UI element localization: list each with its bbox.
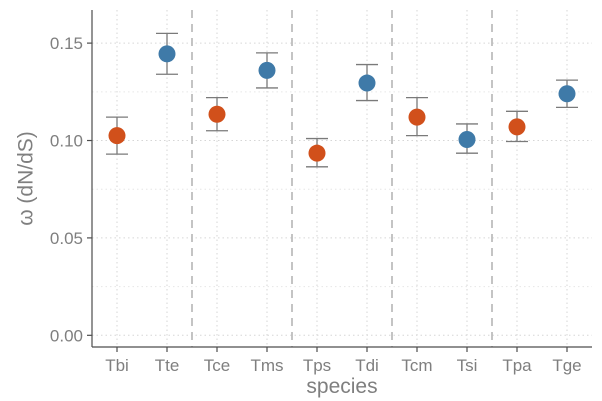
data-point-Tce bbox=[208, 105, 226, 123]
data-point-Tsi bbox=[458, 131, 476, 149]
data-point-Tpa bbox=[508, 118, 526, 136]
data-point-Tdi bbox=[358, 74, 376, 92]
data-points bbox=[108, 45, 576, 162]
x-tick-label-Tps: Tps bbox=[303, 356, 331, 375]
axes bbox=[87, 10, 592, 352]
y-axis-title: ω (dN/dS) bbox=[15, 131, 38, 226]
y-tick-label: 0.05 bbox=[50, 229, 83, 248]
error-bars bbox=[106, 32, 578, 168]
data-point-Tcm bbox=[408, 108, 426, 126]
x-tick-label-Tte: Tte bbox=[155, 356, 180, 375]
data-point-Tps bbox=[308, 144, 326, 162]
x-tick-label-Tpa: Tpa bbox=[502, 356, 532, 375]
data-point-Tge bbox=[558, 85, 576, 103]
data-point-Tte bbox=[158, 45, 176, 63]
y-tick-label: 0.10 bbox=[50, 132, 83, 151]
x-tick-label-Tbi: Tbi bbox=[105, 356, 129, 375]
x-tick-label-Tdi: Tdi bbox=[355, 356, 379, 375]
y-tick-label: 0.00 bbox=[50, 326, 83, 345]
x-tick-label-Tcm: Tcm bbox=[401, 356, 432, 375]
x-axis-title: species bbox=[306, 375, 377, 398]
data-point-Tms bbox=[258, 61, 276, 79]
x-tick-label-Tsi: Tsi bbox=[457, 356, 478, 375]
y-tick-labels: 0.00 0.05 0.10 0.15 bbox=[50, 34, 83, 345]
y-tick-label: 0.15 bbox=[50, 34, 83, 53]
x-tick-label-Tge: Tge bbox=[552, 356, 581, 375]
data-point-Tbi bbox=[108, 127, 126, 145]
x-tick-label-Tce: Tce bbox=[204, 356, 230, 375]
x-tick-label-Tms: Tms bbox=[250, 356, 283, 375]
group-separators bbox=[191, 10, 493, 347]
x-tick-labels: Tbi Tte Tce Tms Tps Tdi Tcm Tsi Tpa Tge bbox=[105, 356, 581, 375]
